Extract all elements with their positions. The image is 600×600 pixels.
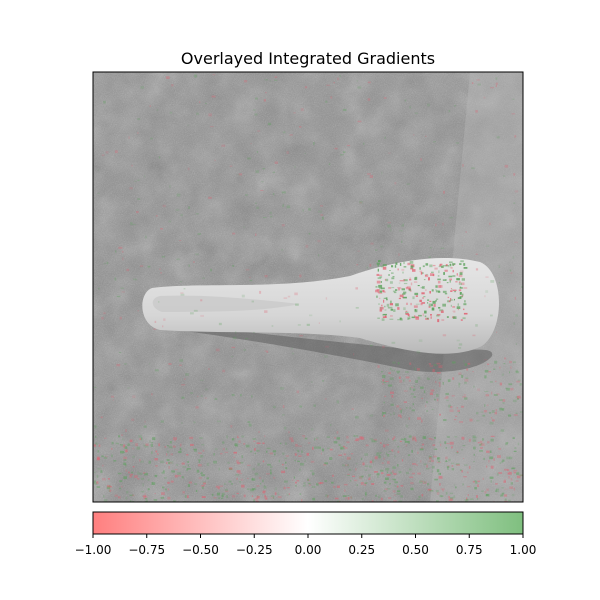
spoon-handle-groove xyxy=(152,295,300,312)
image-axes-frame xyxy=(92,71,524,503)
colorbar-tick-label: −0.75 xyxy=(128,543,165,557)
chart-title: Overlayed Integrated Gradients xyxy=(181,49,435,68)
colorbar-tick-label: 0.50 xyxy=(402,543,429,557)
colorbar-tick-label: 0.75 xyxy=(456,543,483,557)
colorbar-tick-label: −0.50 xyxy=(182,543,219,557)
spoon-shadow xyxy=(160,322,493,372)
colorbar-tick-label: 0.00 xyxy=(295,543,322,557)
colorbar-tick-label: −0.25 xyxy=(236,543,273,557)
attribution-overlay xyxy=(93,73,523,502)
colorbar-ticks: −1.00 −0.75 −0.50 −0.25 0.00 0.25 0.50 0.75 1.00 xyxy=(75,534,537,557)
colorbar-tick-label: −1.00 xyxy=(75,543,112,557)
colorbar-tick-label: 1.00 xyxy=(510,543,537,557)
spoon xyxy=(142,257,500,354)
heatmap-image xyxy=(93,72,523,502)
colorbar-tick-label: 0.25 xyxy=(348,543,375,557)
colorbar xyxy=(93,512,523,534)
